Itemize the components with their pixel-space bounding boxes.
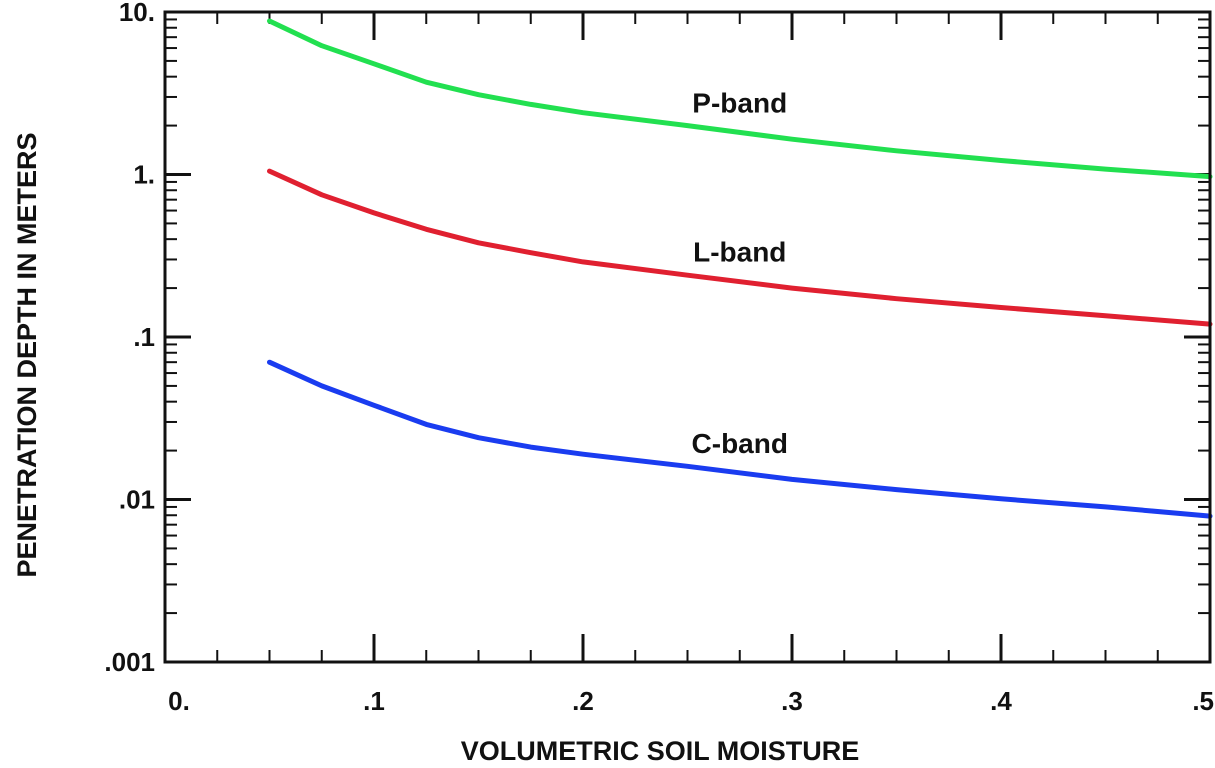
x-tick-label: 0. bbox=[168, 686, 190, 716]
minor-ticks bbox=[165, 18, 1210, 615]
y-tick-label: 10. bbox=[119, 0, 155, 27]
plot-frame bbox=[163, 10, 1212, 664]
x-axis-title: VOLUMETRIC SOIL MOISTURE bbox=[461, 736, 860, 766]
x-tick-label: .4 bbox=[990, 686, 1012, 716]
y-tick-label: 1. bbox=[133, 160, 155, 190]
plot-border bbox=[163, 10, 1212, 664]
series-label-p-band: P-band bbox=[692, 87, 787, 118]
series-line-l-band bbox=[267, 168, 1213, 327]
series-label-l-band: L-band bbox=[693, 237, 786, 268]
x-tick-label: .2 bbox=[572, 686, 594, 716]
series-label-c-band: C-band bbox=[692, 428, 788, 459]
series-lines bbox=[267, 18, 1213, 519]
x-tick-label: .5 bbox=[1192, 686, 1214, 716]
y-tick-label: .001 bbox=[104, 647, 155, 677]
y-tick-labels: 10. 1. .1 .01 .001 bbox=[104, 0, 155, 677]
x-tick-label: .3 bbox=[781, 686, 803, 716]
y-tick-label: .1 bbox=[133, 322, 155, 352]
x-tick-label: .1 bbox=[363, 686, 385, 716]
x-tick-labels: 0. .1 .2 .3 .4 .5 bbox=[168, 686, 1214, 716]
series-line-p-band bbox=[267, 18, 1213, 180]
series-labels: P-band L-band C-band bbox=[692, 87, 788, 458]
major-ticks bbox=[163, 10, 1212, 664]
y-tick-label: .01 bbox=[119, 485, 155, 515]
series-line-c-band bbox=[267, 359, 1213, 519]
y-axis-title: PENETRATION DEPTH IN METERS bbox=[12, 132, 42, 577]
